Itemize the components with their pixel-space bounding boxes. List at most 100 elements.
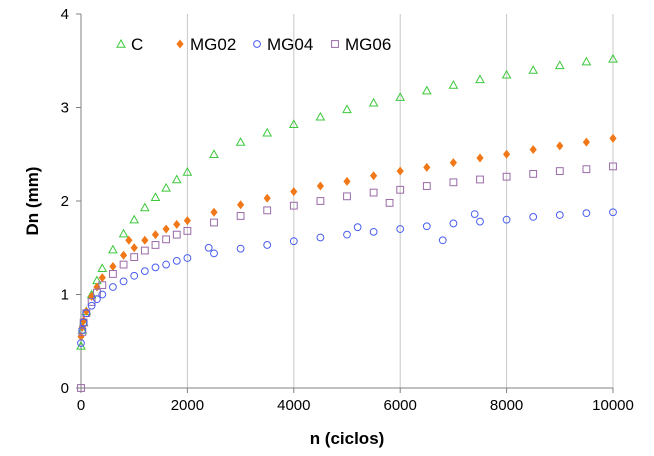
data-point bbox=[609, 208, 617, 217]
data-point bbox=[151, 241, 160, 249]
data-point bbox=[529, 145, 537, 155]
data-point bbox=[475, 74, 485, 84]
data-point bbox=[316, 233, 325, 242]
data-point bbox=[608, 53, 618, 63]
x-axis-title: n (ciclos) bbox=[310, 429, 385, 448]
legend-label: MG06 bbox=[345, 35, 391, 54]
data-point bbox=[172, 256, 181, 265]
data-point bbox=[289, 201, 298, 210]
data-point bbox=[141, 235, 149, 245]
data-point bbox=[342, 104, 352, 114]
data-point bbox=[109, 283, 117, 291]
data-point bbox=[98, 281, 107, 290]
data-point bbox=[151, 263, 160, 272]
data-point bbox=[262, 127, 273, 137]
data-point bbox=[353, 223, 362, 232]
series-mg04 bbox=[77, 208, 617, 348]
data-point bbox=[210, 218, 218, 227]
data-point bbox=[210, 249, 218, 258]
data-point bbox=[582, 137, 590, 147]
data-point bbox=[98, 290, 107, 299]
data-point bbox=[161, 182, 171, 192]
legend-label: C bbox=[131, 35, 143, 54]
data-point bbox=[118, 228, 129, 238]
data-point bbox=[210, 207, 218, 217]
data-point bbox=[236, 244, 245, 253]
data-point bbox=[263, 193, 271, 203]
data-point bbox=[554, 60, 565, 70]
data-point bbox=[87, 301, 96, 310]
data-point bbox=[396, 185, 405, 194]
data-point bbox=[183, 254, 192, 262]
data-point bbox=[119, 260, 128, 269]
data-point bbox=[119, 277, 128, 286]
data-point bbox=[343, 176, 351, 186]
legend-item-c: C bbox=[116, 35, 143, 54]
data-point bbox=[125, 235, 133, 245]
x-tick-label: 4000 bbox=[277, 397, 310, 414]
data-point bbox=[476, 217, 484, 226]
legend: C MG02 MG04 MG06 bbox=[116, 35, 391, 54]
data-point bbox=[476, 175, 484, 184]
data-point bbox=[150, 192, 161, 201]
data-point bbox=[79, 318, 88, 327]
data-point bbox=[448, 80, 459, 89]
data-point bbox=[556, 141, 564, 151]
data-point bbox=[343, 230, 351, 239]
data-point bbox=[183, 216, 191, 226]
x-tick-label: 2000 bbox=[171, 397, 204, 414]
legend-item-mg06: MG06 bbox=[331, 35, 391, 54]
data-point bbox=[289, 237, 298, 246]
data-point bbox=[140, 267, 149, 276]
data-point bbox=[109, 261, 117, 271]
legend-label: MG04 bbox=[267, 35, 313, 54]
data-point bbox=[290, 187, 298, 197]
y-tick-label: 3 bbox=[61, 100, 69, 117]
data-point bbox=[109, 270, 117, 278]
data-point bbox=[172, 230, 181, 239]
y-tick-label: 0 bbox=[61, 380, 69, 397]
y-tick-label: 1 bbox=[61, 287, 69, 304]
data-point bbox=[438, 236, 447, 245]
data-point bbox=[449, 158, 457, 168]
data-point bbox=[78, 326, 87, 334]
axes bbox=[80, 14, 613, 389]
y-axis-title: Dn (mm) bbox=[23, 167, 42, 236]
data-point bbox=[315, 111, 326, 121]
x-tick-label: 8000 bbox=[490, 397, 523, 414]
data-point bbox=[209, 149, 219, 158]
data-point bbox=[449, 178, 458, 187]
data-point bbox=[581, 56, 592, 66]
data-point bbox=[140, 246, 149, 255]
data-point bbox=[288, 119, 299, 129]
data-point bbox=[263, 241, 272, 249]
data-point bbox=[609, 133, 617, 143]
data-point bbox=[77, 339, 85, 348]
data-point bbox=[130, 253, 139, 261]
data-point bbox=[529, 169, 538, 178]
data-point bbox=[423, 162, 431, 172]
data-point bbox=[129, 214, 140, 224]
data-point bbox=[77, 384, 85, 392]
series-mg06 bbox=[77, 162, 617, 392]
data-point bbox=[263, 206, 272, 215]
data-point bbox=[582, 165, 591, 174]
data-point bbox=[370, 171, 378, 181]
x-tick-label: 6000 bbox=[384, 397, 417, 414]
legend-marker bbox=[116, 38, 126, 48]
y-tick-label: 2 bbox=[61, 193, 69, 210]
data-point bbox=[343, 192, 351, 201]
data-point bbox=[171, 174, 182, 184]
data-point bbox=[501, 69, 512, 79]
data-point bbox=[369, 227, 378, 236]
data-point bbox=[582, 209, 591, 218]
data-point bbox=[503, 149, 511, 159]
data-point bbox=[528, 65, 539, 74]
data-point bbox=[130, 243, 138, 253]
legend-item-mg04: MG04 bbox=[253, 35, 313, 54]
data-point bbox=[130, 271, 139, 280]
data-point bbox=[395, 92, 406, 101]
series-markers bbox=[76, 53, 618, 392]
data-point bbox=[316, 181, 324, 191]
